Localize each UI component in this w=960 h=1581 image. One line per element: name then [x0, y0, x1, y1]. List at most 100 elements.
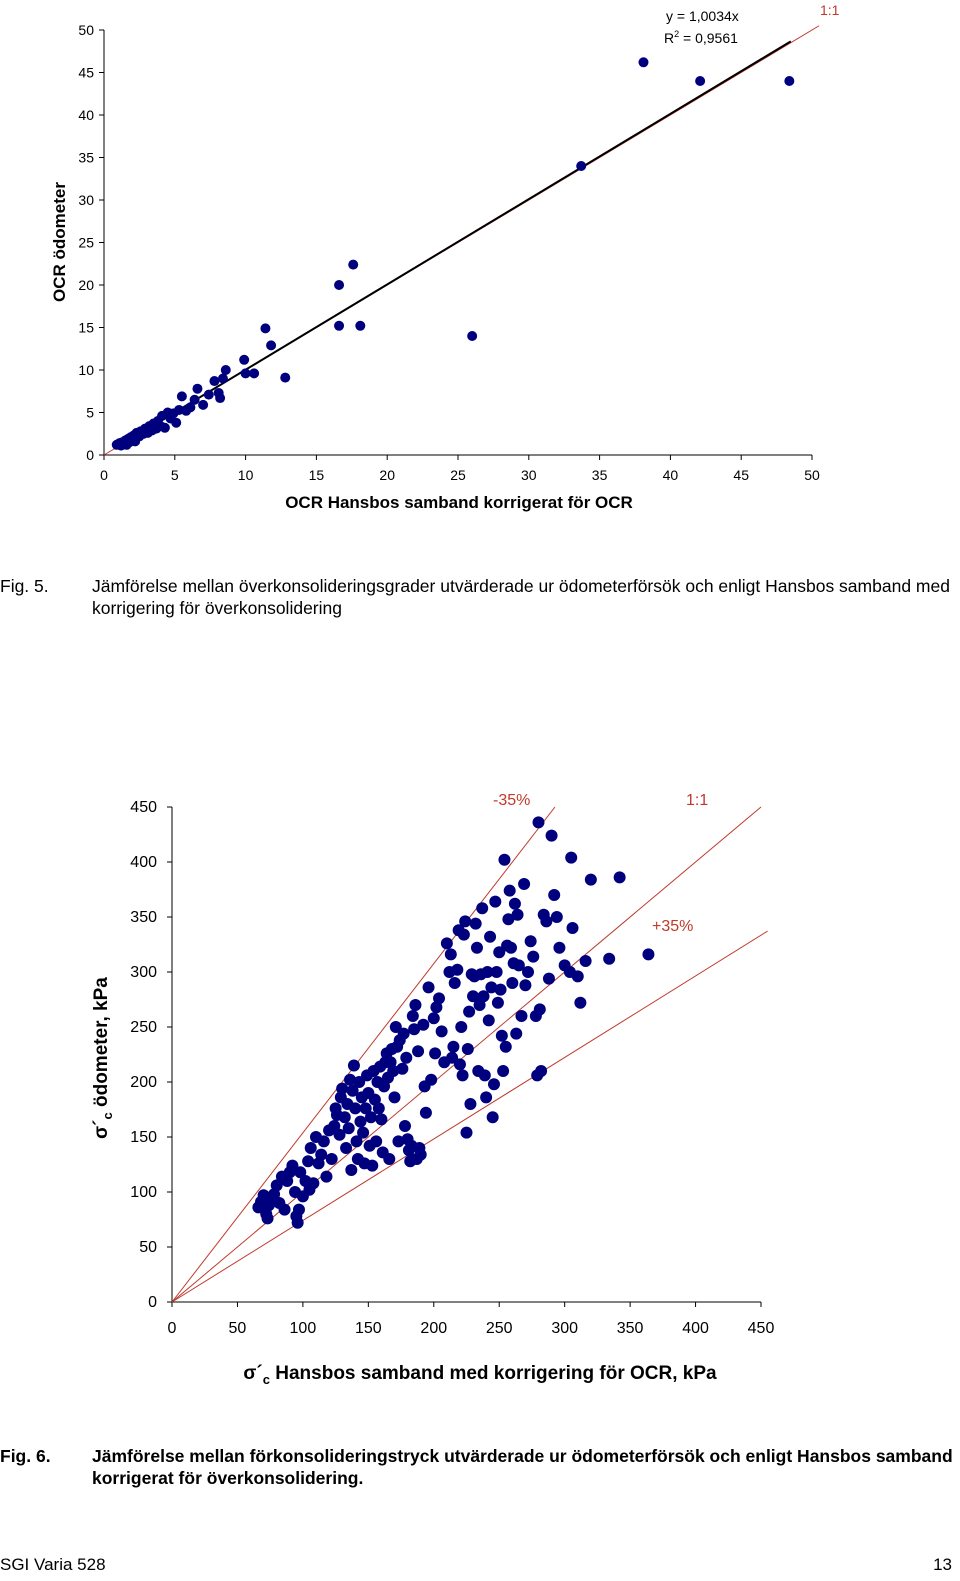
data-point — [460, 1126, 473, 1139]
data-point — [425, 1073, 438, 1086]
x-tick-label: 15 — [309, 467, 325, 483]
data-point — [429, 1047, 442, 1060]
data-point — [545, 829, 558, 842]
data-point — [409, 999, 422, 1011]
data-point — [334, 280, 345, 290]
data-point — [542, 972, 555, 985]
x-tick-label: 50 — [804, 467, 820, 483]
y-tick-label: 5 — [86, 405, 94, 421]
x-tick-label: 100 — [290, 1320, 317, 1337]
y-tick-label: 150 — [130, 1129, 157, 1146]
data-point — [638, 57, 649, 68]
data-point — [294, 1166, 307, 1179]
data-point — [498, 853, 511, 866]
data-point — [266, 340, 277, 351]
y-tick-label: 450 — [130, 799, 157, 816]
data-point — [508, 897, 521, 910]
data-point — [515, 1010, 528, 1022]
y-tick-label: 0 — [86, 447, 94, 463]
x-tick-label: 450 — [748, 1320, 775, 1337]
data-point — [469, 917, 482, 930]
data-point — [467, 331, 478, 341]
data-point — [192, 383, 203, 394]
chart2-minus35-label: -35% — [493, 792, 530, 809]
y-tick-label: 350 — [130, 909, 157, 926]
y-tick-label: 200 — [130, 1074, 157, 1091]
data-point — [505, 941, 518, 954]
data-point — [486, 1111, 499, 1124]
data-point — [240, 368, 251, 379]
y-tick-label: 50 — [78, 22, 94, 38]
data-point — [487, 1078, 500, 1091]
data-point — [366, 1159, 379, 1172]
data-point — [497, 1065, 510, 1077]
data-point — [459, 915, 472, 928]
data-point — [435, 1025, 448, 1038]
chart2-y-ticks: 0 50 100 150 200 250 300 350 400 450 — [130, 799, 172, 1311]
data-point — [503, 884, 516, 897]
data-point — [522, 966, 535, 978]
data-point — [320, 1170, 333, 1183]
data-point — [292, 1203, 305, 1216]
x-tick-label: 25 — [450, 467, 466, 483]
data-point — [535, 1065, 548, 1077]
data-point — [412, 1045, 425, 1058]
data-point — [344, 1073, 357, 1086]
figure-5-text: Jämförelse mellan överkonsolideringsgrad… — [92, 576, 950, 618]
x-tick-label: 45 — [733, 467, 749, 483]
y-tick-label: 15 — [78, 320, 94, 336]
data-point — [239, 354, 250, 365]
data-point — [400, 1051, 413, 1064]
data-point — [484, 930, 497, 943]
data-point — [548, 889, 561, 901]
data-point — [446, 1051, 459, 1064]
data-point — [383, 1153, 396, 1165]
data-point — [603, 952, 616, 965]
data-point — [209, 376, 220, 387]
data-point — [512, 959, 525, 972]
data-point — [494, 983, 507, 996]
data-point — [553, 941, 566, 954]
data-point — [291, 1216, 304, 1229]
y-tick-label: 10 — [78, 362, 94, 378]
data-point — [408, 1023, 421, 1036]
data-point — [388, 1091, 401, 1104]
data-point — [510, 1027, 523, 1040]
data-point — [176, 391, 187, 402]
data-point — [490, 966, 503, 978]
data-point — [389, 1021, 402, 1033]
data-point — [189, 394, 200, 405]
data-point — [550, 911, 563, 923]
y-tick-label: 100 — [130, 1184, 157, 1201]
chart2-plus35-label: +35% — [652, 918, 693, 935]
data-point — [499, 1040, 512, 1053]
data-point — [307, 1177, 320, 1190]
data-point — [427, 1012, 440, 1025]
data-point — [338, 1111, 351, 1124]
data-point — [278, 1203, 291, 1216]
data-point — [440, 937, 453, 950]
data-point — [396, 1062, 409, 1075]
data-point — [613, 871, 626, 884]
data-point — [489, 895, 502, 908]
data-point — [333, 1128, 346, 1141]
data-point — [463, 1005, 476, 1018]
data-point — [249, 368, 260, 379]
data-point — [584, 873, 597, 886]
data-point — [533, 1003, 546, 1016]
data-point — [317, 1135, 330, 1148]
data-point — [419, 1106, 432, 1119]
y-tick-label: 30 — [78, 192, 94, 208]
data-point — [518, 878, 531, 890]
x-tick-label: 400 — [682, 1320, 709, 1337]
data-point — [461, 1043, 474, 1055]
chart2-x-ticks: 0 50 100 150 200 250 300 350 400 450 — [168, 1302, 775, 1337]
data-point — [451, 963, 464, 976]
y-tick-label: 35 — [78, 150, 94, 166]
data-point — [482, 1014, 495, 1027]
data-point — [286, 1159, 299, 1172]
reference-line — [171, 806, 556, 1303]
data-point — [392, 1135, 405, 1148]
x-tick-label: 300 — [551, 1320, 578, 1337]
data-point — [260, 323, 271, 334]
